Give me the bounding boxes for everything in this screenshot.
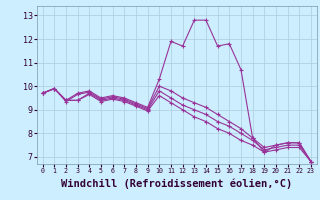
X-axis label: Windchill (Refroidissement éolien,°C): Windchill (Refroidissement éolien,°C): [61, 178, 292, 189]
